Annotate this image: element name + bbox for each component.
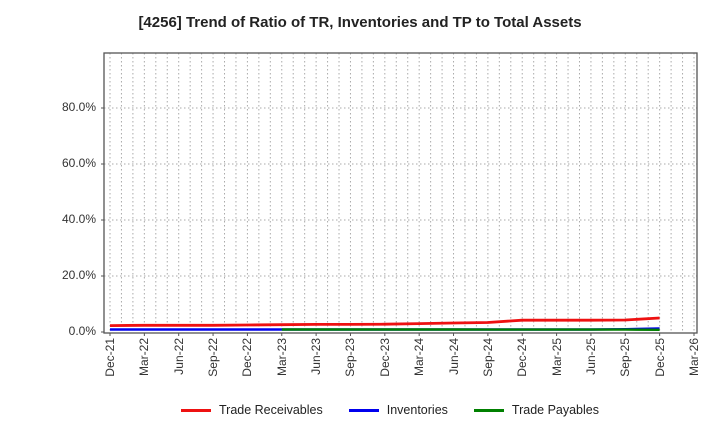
x-tick-label: Jun-23: [309, 338, 324, 375]
legend: Trade Receivables Inventories Trade Payabl…: [60, 403, 720, 417]
x-tick-label: Jun-22: [171, 338, 186, 375]
legend-swatch: [473, 408, 504, 412]
x-tick-label: Mar-22: [137, 338, 152, 377]
chart-title: [4256] Trend of Ratio of TR, Inventories…: [138, 14, 582, 31]
x-tick-label: Sep-23: [343, 338, 358, 377]
y-tick-label: 40.0%: [61, 212, 96, 226]
legend-label: Trade Receivables: [218, 403, 323, 417]
legend-item-trade-payables: Trade Payables: [473, 403, 599, 417]
y-tick-label: 0.0%: [68, 324, 96, 338]
x-tick-label: Dec-25: [652, 338, 667, 377]
legend-label: Trade Payables: [511, 403, 599, 417]
x-tick-label: Mar-25: [549, 338, 564, 377]
y-tick-label: 60.0%: [61, 156, 96, 170]
y-tick-label: 80.0%: [61, 100, 96, 114]
x-tick-label: Jun-24: [446, 338, 461, 375]
legend-item-trade-receivables: Trade Receivables: [180, 403, 323, 417]
x-tick-label: Sep-25: [618, 338, 633, 377]
x-tick-label: Mar-23: [274, 338, 289, 377]
x-tick-label: Dec-22: [240, 338, 255, 377]
x-tick-label: Dec-21: [103, 338, 117, 377]
y-tick-label: 20.0%: [61, 268, 96, 282]
x-tick-label: Mar-26: [687, 338, 701, 377]
x-tick-label: Mar-24: [412, 338, 427, 377]
x-tick-label: Sep-24: [480, 338, 495, 377]
x-tick-label: Dec-23: [377, 338, 392, 377]
legend-swatch: [180, 408, 211, 412]
x-tick-label: Dec-24: [515, 338, 530, 377]
x-tick-label: Jun-25: [583, 338, 598, 375]
plot-frame: [103, 52, 698, 334]
x-tick-label: Sep-22: [206, 338, 221, 377]
legend-item-inventories: Inventories: [348, 403, 448, 417]
series-line-trade-receivables: [109, 316, 660, 327]
legend-label: Inventories: [386, 403, 448, 417]
legend-swatch: [348, 408, 379, 412]
